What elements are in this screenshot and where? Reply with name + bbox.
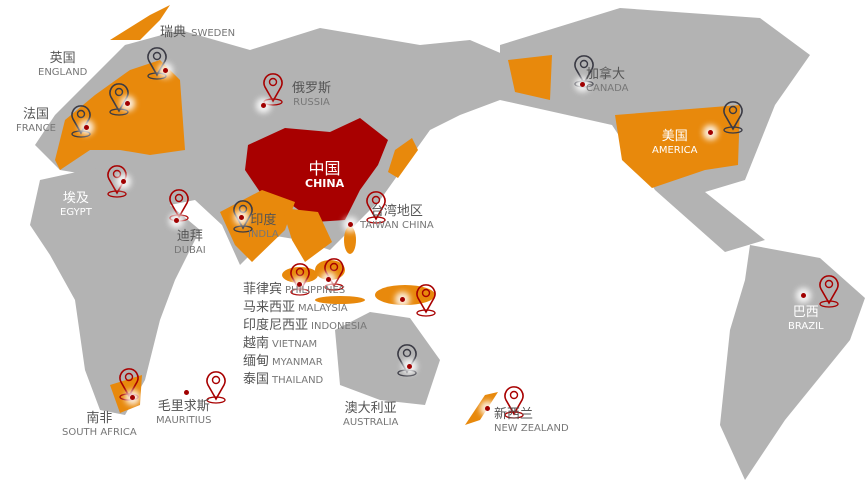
label-england: 英国 ENGLAND — [38, 51, 88, 78]
location-dot — [708, 130, 713, 135]
location-dot — [125, 101, 130, 106]
label-mauritius: 毛里求斯 MAURITIUS — [156, 399, 212, 426]
label-india: 印度 INDLA — [248, 213, 279, 240]
region-china — [245, 118, 388, 222]
landmass-south-america — [720, 245, 865, 480]
map-pin-icon[interactable] — [168, 188, 190, 222]
region-usa — [615, 105, 740, 188]
map-pin-icon[interactable] — [503, 385, 525, 419]
location-dot — [580, 82, 585, 87]
label-dubai: 迪拜 DUBAI — [174, 229, 206, 256]
label-australia: 澳大利亚 AUSTRALIA — [343, 401, 399, 428]
region-new-zealand — [465, 392, 498, 425]
label-egypt: 埃及 EGYPT — [60, 191, 92, 218]
label-brazil: 巴西 BRAZIL — [788, 305, 824, 332]
map-pin-icon[interactable] — [289, 262, 311, 296]
label-sweden: 瑞典 SWEDEN — [160, 25, 236, 40]
location-dot — [84, 125, 89, 130]
sea-list-item: 菲律宾 PHILIPPINES — [243, 282, 346, 297]
label-russia: 俄罗斯 RUSSIA — [292, 81, 332, 108]
location-dot — [130, 395, 135, 400]
label-south-africa: 南非 SOUTH AFRICA — [62, 411, 137, 438]
map-pin-icon[interactable] — [108, 82, 130, 116]
label-canada: 加拿大 CANADA — [586, 67, 629, 94]
landmass-australia — [335, 312, 440, 405]
sea-list-item: 缅甸 MYANMAR — [243, 354, 323, 369]
map-pin-icon[interactable] — [818, 274, 840, 308]
location-dot — [174, 218, 179, 223]
region-scandinavia — [110, 5, 170, 40]
label-new-zealand: 新西兰 NEW ZEALAND — [494, 407, 569, 434]
location-dot — [261, 103, 266, 108]
map-pin-icon[interactable] — [106, 164, 128, 198]
map-pin-icon[interactable] — [232, 199, 254, 233]
map-pin-icon[interactable] — [70, 104, 92, 138]
sea-list-item: 越南 VIETNAM — [243, 336, 318, 351]
region-alaska — [508, 55, 552, 100]
map-pin-icon[interactable] — [365, 190, 387, 224]
map-pin-icon[interactable] — [396, 343, 418, 377]
label-china: 中国 CHINA — [305, 159, 345, 191]
location-dot — [121, 179, 126, 184]
label-taiwan: 台湾地区 TAIWAN CHINA — [360, 204, 434, 231]
map-pin-icon[interactable] — [262, 72, 284, 106]
location-dot — [239, 215, 244, 220]
location-dot — [348, 222, 353, 227]
location-dot — [326, 277, 331, 282]
location-dot — [485, 406, 490, 411]
region-southeast-asia — [282, 208, 332, 262]
location-dot — [297, 282, 302, 287]
location-dot — [400, 297, 405, 302]
map-pin-icon[interactable] — [722, 100, 744, 134]
map-pin-icon[interactable] — [573, 54, 595, 88]
sea-list-item: 泰国 THAILAND — [243, 372, 324, 387]
sea-list-item: 印度尼西亚 INDONESIA — [243, 318, 367, 333]
location-dot — [801, 293, 806, 298]
map-pin-icon[interactable] — [415, 283, 437, 317]
landmass-africa — [30, 168, 200, 415]
region-japan — [388, 138, 418, 178]
map-pin-icon[interactable] — [205, 370, 227, 404]
label-america: 美国 AMERICA — [652, 129, 698, 156]
map-pin-icon[interactable] — [323, 257, 345, 291]
location-dot — [163, 68, 168, 73]
location-dot — [184, 390, 189, 395]
label-france: 法国 FRANCE — [16, 107, 56, 134]
sea-list-item: 马来西亚 MALAYSIA — [243, 300, 348, 315]
map-pin-icon[interactable] — [118, 367, 140, 401]
location-dot — [407, 364, 412, 369]
map-pin-icon[interactable] — [146, 46, 168, 80]
region-india — [220, 190, 295, 262]
